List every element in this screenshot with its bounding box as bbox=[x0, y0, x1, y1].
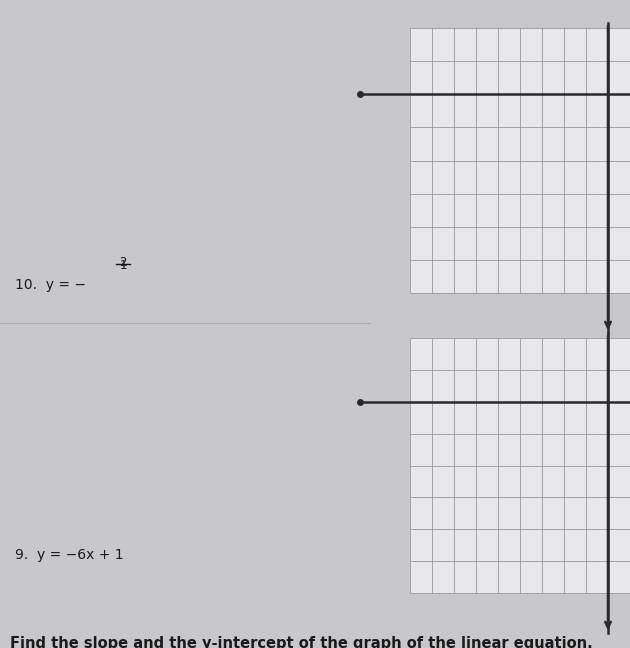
Text: Find the slope and the y-intercept of the graph of the linear equation.: Find the slope and the y-intercept of th… bbox=[10, 636, 593, 648]
Text: 9.  y = −6x + 1: 9. y = −6x + 1 bbox=[15, 548, 123, 562]
Text: 1: 1 bbox=[119, 259, 127, 272]
Text: 10.  y = −: 10. y = − bbox=[15, 278, 86, 292]
Bar bbox=[410, 338, 630, 593]
Text: 2: 2 bbox=[119, 256, 127, 269]
Bar bbox=[410, 28, 630, 293]
